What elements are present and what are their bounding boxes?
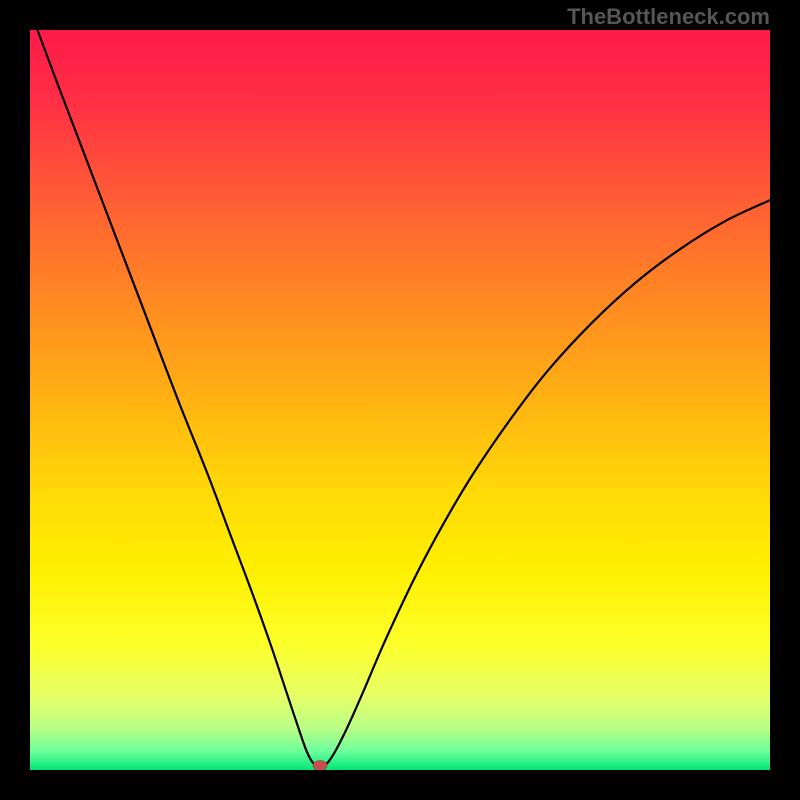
chart-svg — [30, 30, 770, 770]
plot-area — [30, 30, 770, 770]
optimal-point-marker — [313, 761, 327, 770]
gradient-background — [30, 30, 770, 770]
chart-container: TheBottleneck.com — [0, 0, 800, 800]
watermark-text: TheBottleneck.com — [567, 4, 770, 30]
